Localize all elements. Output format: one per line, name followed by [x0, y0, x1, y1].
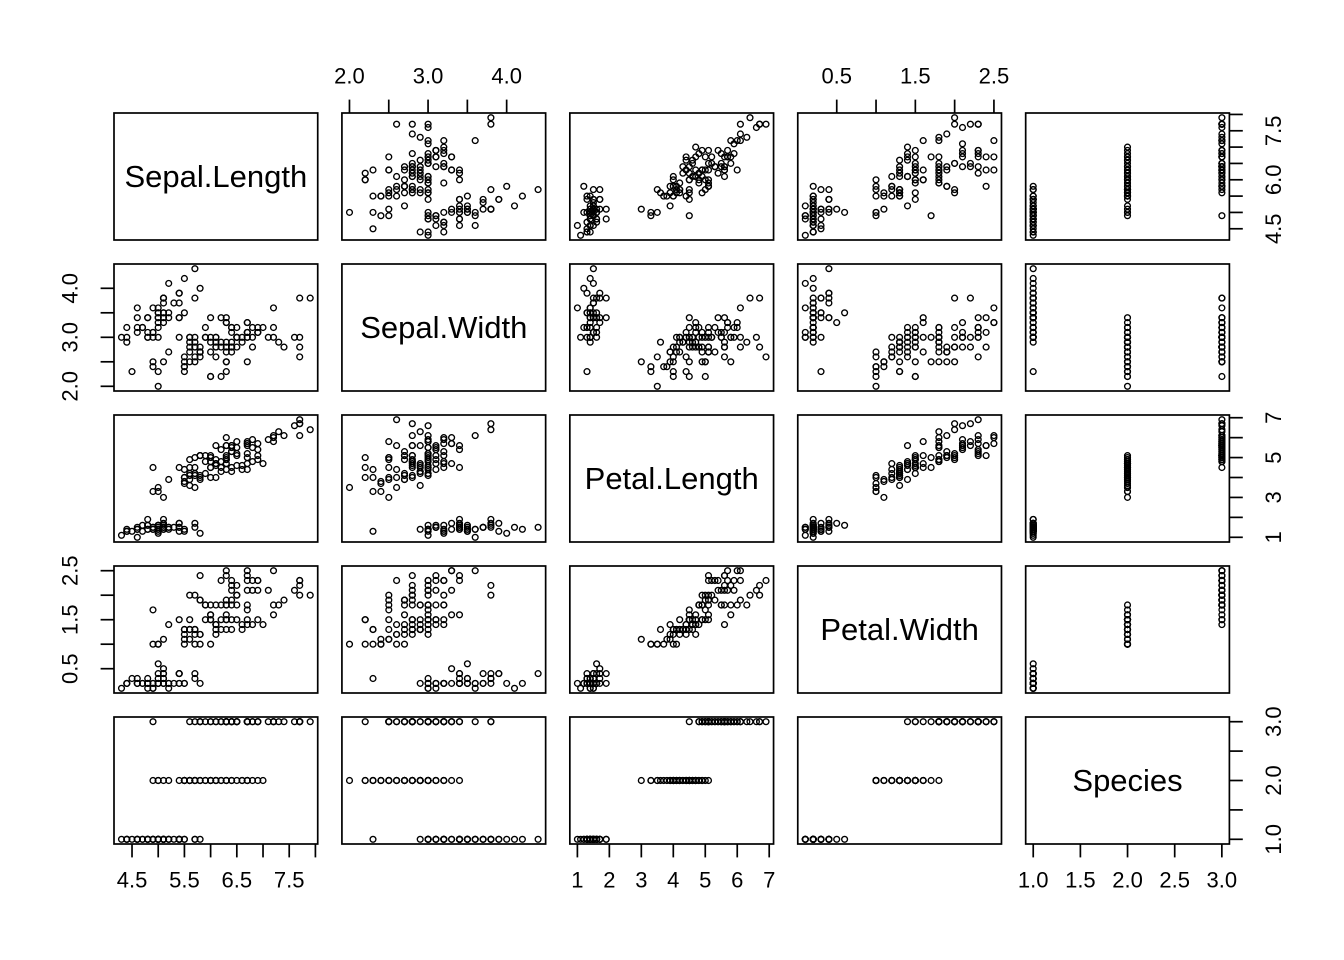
- svg-text:Sepal.Length: Sepal.Length: [125, 159, 308, 194]
- svg-text:4.0: 4.0: [58, 273, 83, 304]
- svg-text:0.5: 0.5: [58, 653, 83, 684]
- svg-text:2.5: 2.5: [1159, 868, 1190, 893]
- svg-text:3.0: 3.0: [1207, 868, 1238, 893]
- svg-text:2.5: 2.5: [979, 64, 1010, 89]
- svg-text:6: 6: [731, 868, 743, 893]
- svg-text:2: 2: [603, 868, 615, 893]
- svg-text:4.0: 4.0: [491, 64, 522, 89]
- svg-text:1.0: 1.0: [1261, 824, 1286, 855]
- svg-text:2.5: 2.5: [58, 555, 83, 586]
- svg-text:Species: Species: [1072, 763, 1182, 798]
- svg-text:3: 3: [1261, 491, 1286, 503]
- svg-text:5.5: 5.5: [169, 868, 200, 893]
- svg-text:0.5: 0.5: [821, 64, 852, 89]
- svg-text:5: 5: [699, 868, 711, 893]
- svg-text:3.0: 3.0: [58, 322, 83, 353]
- svg-text:1: 1: [1261, 531, 1286, 543]
- svg-text:4.5: 4.5: [117, 868, 148, 893]
- svg-text:Petal.Width: Petal.Width: [820, 612, 979, 647]
- svg-text:7.5: 7.5: [274, 868, 305, 893]
- svg-text:7.5: 7.5: [1261, 115, 1286, 146]
- svg-text:5: 5: [1261, 451, 1286, 463]
- svg-text:2.0: 2.0: [334, 64, 365, 89]
- svg-text:Petal.Length: Petal.Length: [585, 461, 759, 496]
- svg-text:2.0: 2.0: [1112, 868, 1143, 893]
- svg-text:2.0: 2.0: [58, 371, 83, 402]
- svg-text:1.0: 1.0: [1018, 868, 1049, 893]
- svg-text:6.0: 6.0: [1261, 164, 1286, 195]
- svg-text:4.5: 4.5: [1261, 213, 1286, 244]
- svg-text:6.5: 6.5: [222, 868, 253, 893]
- svg-text:3.0: 3.0: [1261, 706, 1286, 737]
- svg-text:1.5: 1.5: [58, 604, 83, 635]
- svg-text:1: 1: [571, 868, 583, 893]
- svg-text:3: 3: [635, 868, 647, 893]
- svg-text:2.0: 2.0: [1261, 765, 1286, 796]
- svg-text:1.5: 1.5: [900, 64, 931, 89]
- svg-text:4: 4: [667, 868, 679, 893]
- svg-text:1.5: 1.5: [1065, 868, 1096, 893]
- svg-text:Sepal.Width: Sepal.Width: [360, 310, 527, 345]
- svg-text:7: 7: [763, 868, 775, 893]
- svg-text:7: 7: [1261, 412, 1286, 424]
- svg-text:3.0: 3.0: [413, 64, 444, 89]
